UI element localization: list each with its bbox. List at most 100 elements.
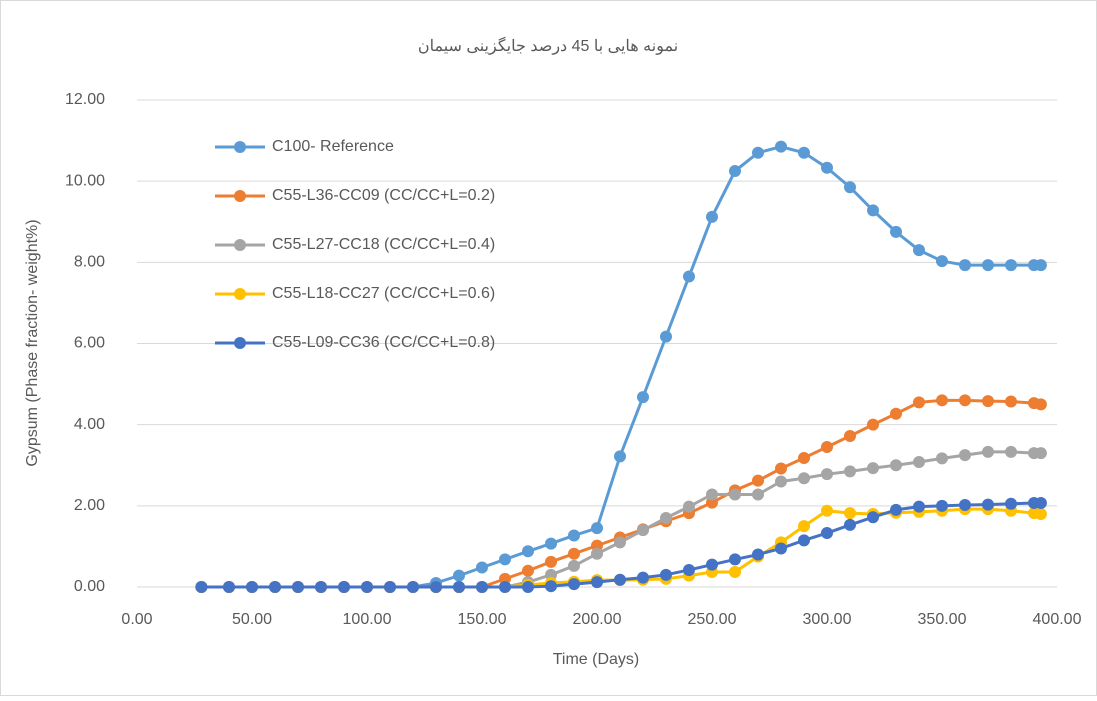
data-point xyxy=(959,394,971,407)
data-point xyxy=(775,462,787,475)
data-point xyxy=(821,161,833,174)
data-point xyxy=(591,547,603,560)
data-point xyxy=(729,165,741,178)
data-point xyxy=(614,536,626,549)
data-point xyxy=(1034,496,1047,509)
y-tick-label: 2.00 xyxy=(74,497,105,514)
data-point xyxy=(821,468,833,481)
y-tick-label: 8.00 xyxy=(74,254,105,271)
legend-label: C55-L36-CC09 (CC/CC+L=0.2) xyxy=(272,187,495,204)
data-point xyxy=(476,581,488,593)
data-point xyxy=(522,581,534,593)
data-point xyxy=(591,522,603,535)
data-point xyxy=(844,518,856,531)
legend-label: C55-L09-CC36 (CC/CC+L=0.8) xyxy=(272,334,495,351)
data-point xyxy=(798,520,810,533)
data-point xyxy=(982,498,994,511)
data-point xyxy=(476,561,488,574)
data-point xyxy=(568,559,580,572)
legend-marker xyxy=(234,239,246,251)
data-point xyxy=(1034,398,1047,411)
y-tick-label: 6.00 xyxy=(74,335,105,352)
data-point xyxy=(752,474,764,487)
data-point xyxy=(936,452,948,465)
data-point xyxy=(959,499,971,512)
data-point xyxy=(959,259,971,272)
data-point xyxy=(499,581,511,593)
data-point xyxy=(430,581,442,593)
data-point xyxy=(591,576,603,589)
data-point xyxy=(315,581,327,593)
data-point xyxy=(522,545,534,558)
data-point xyxy=(660,512,672,525)
data-point xyxy=(499,553,511,566)
x-tick-label: 350.00 xyxy=(918,611,967,628)
data-point xyxy=(890,407,902,420)
data-point xyxy=(844,181,856,194)
data-point xyxy=(867,418,879,431)
data-point xyxy=(959,449,971,462)
data-point xyxy=(890,459,902,472)
data-point xyxy=(798,451,810,464)
x-tick-label: 150.00 xyxy=(458,611,507,628)
data-point xyxy=(545,537,557,550)
data-point xyxy=(867,462,879,475)
data-point xyxy=(936,499,948,512)
data-point xyxy=(982,395,994,408)
data-point xyxy=(798,146,810,159)
data-point xyxy=(292,581,304,593)
legend-marker xyxy=(234,337,246,349)
data-point xyxy=(775,140,787,153)
y-tick-label: 12.00 xyxy=(65,91,105,108)
data-point xyxy=(223,581,235,593)
data-point xyxy=(1034,507,1047,520)
data-point xyxy=(752,488,764,501)
data-point xyxy=(660,330,672,343)
data-point xyxy=(729,553,741,566)
data-point xyxy=(706,558,718,571)
legend-marker xyxy=(234,141,246,153)
legend-label: C55-L18-CC27 (CC/CC+L=0.6) xyxy=(272,285,495,302)
data-point xyxy=(1034,447,1047,460)
legend-label: C55-L27-CC18 (CC/CC+L=0.4) xyxy=(272,236,495,253)
data-point xyxy=(637,524,649,537)
data-point xyxy=(821,504,833,517)
data-point xyxy=(867,204,879,217)
data-point xyxy=(683,563,695,576)
legend-marker xyxy=(234,190,246,202)
chart-title: نمونه هایی با 45 درصد جایگزینی سیمان xyxy=(418,36,678,55)
data-point xyxy=(568,547,580,560)
data-point xyxy=(195,581,208,593)
data-point xyxy=(890,503,902,516)
data-point xyxy=(568,578,580,591)
data-point xyxy=(752,548,764,561)
data-point xyxy=(821,527,833,540)
x-tick-label: 400.00 xyxy=(1033,611,1082,628)
data-point xyxy=(453,581,465,593)
legend-marker xyxy=(234,288,246,300)
data-point xyxy=(821,440,833,453)
data-point xyxy=(568,529,580,542)
data-point xyxy=(545,555,557,568)
data-point xyxy=(844,465,856,478)
data-point xyxy=(545,580,557,593)
data-point xyxy=(453,569,465,582)
data-point xyxy=(913,500,925,513)
data-point xyxy=(775,542,787,555)
data-point xyxy=(1034,259,1047,272)
x-tick-label: 250.00 xyxy=(688,611,737,628)
data-point xyxy=(729,488,741,501)
x-axis-label: Time (Days) xyxy=(553,651,640,668)
data-point xyxy=(683,270,695,283)
data-point xyxy=(361,581,373,593)
data-point xyxy=(798,472,810,485)
data-point xyxy=(614,573,626,586)
data-point xyxy=(890,225,902,238)
data-point xyxy=(1005,445,1017,458)
data-point xyxy=(407,581,419,593)
y-tick-label: 0.00 xyxy=(74,578,105,595)
data-point xyxy=(683,500,695,513)
data-point xyxy=(936,255,948,268)
